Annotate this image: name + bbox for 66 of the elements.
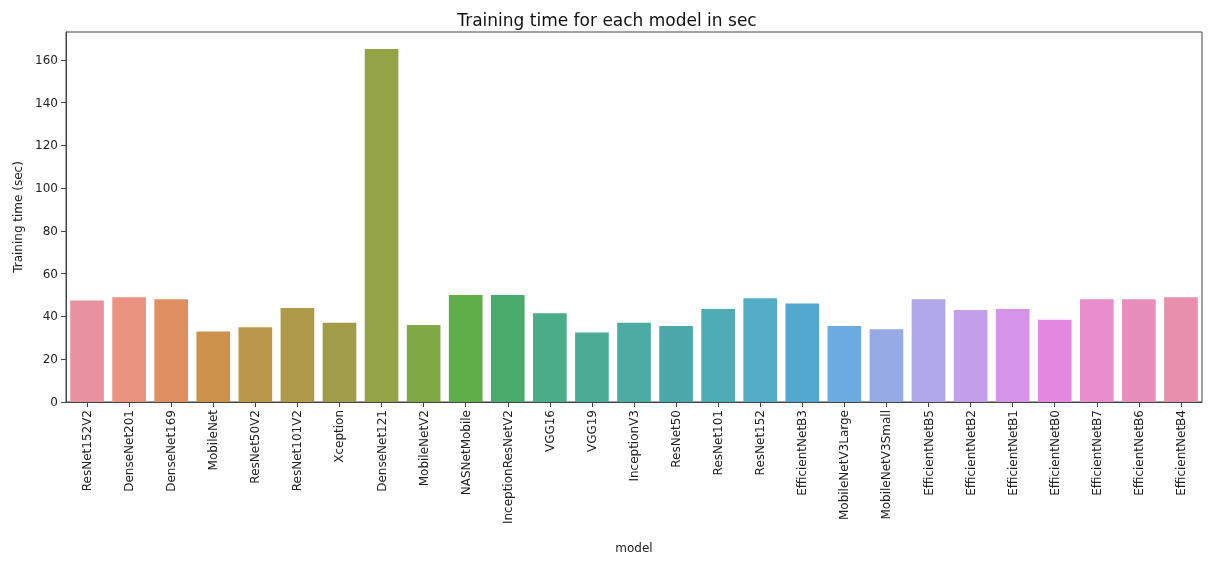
y-tick-label: 80 [42,223,58,238]
x-tick-label: ResNet152 [753,410,768,476]
x-tick-label: InceptionResNetV2 [500,410,515,525]
bar [448,295,483,402]
y-tick-label: 100 [35,181,58,196]
bar [575,332,609,402]
y-axis-title: Training time (sec) [11,161,26,274]
x-tick-label: EfficientNetB6 [1131,410,1146,496]
x-tick-label: MobileNetV3Small [879,410,894,520]
bar [322,322,357,402]
bar [1037,319,1072,402]
bar [785,303,820,402]
y-tick-label: 20 [42,352,58,367]
x-tick-label: EfficientNetB5 [921,410,936,496]
bar [280,307,315,402]
x-tick-label: EfficientNetB3 [795,410,810,496]
bar [827,326,862,402]
x-tick-label: Xception [332,410,347,463]
bar [112,297,146,402]
bar [995,308,1030,402]
x-tick-label: DenseNet169 [164,410,179,492]
x-tick-label: NASNetMobile [458,410,473,496]
x-axis-title: model [615,541,653,555]
x-tick-label: ResNet50V2 [248,410,263,484]
bar [238,327,273,402]
bar [490,295,525,402]
bar [1122,299,1156,402]
bar [406,325,441,402]
y-tick-label: 140 [35,95,58,110]
bar [953,310,988,402]
x-tick-label: EfficientNetB0 [1047,410,1062,496]
y-tick-label: 0 [50,395,58,409]
x-tick-label: MobileNet [206,409,221,471]
x-tick-label: ResNet101 [711,410,726,476]
x-tick-label: InceptionV3 [627,410,641,482]
x-tick-label: EfficientNetB1 [1005,410,1020,496]
bar [154,299,189,402]
x-tick-label: ResNet50 [669,410,684,468]
y-tick-label: 120 [35,138,58,153]
bar [70,300,104,402]
bar [533,313,567,402]
chart-title: Training time for each model in sec [456,9,757,30]
bar [911,299,946,402]
x-tick-label: MobileNetV2 [416,410,431,487]
bar [659,326,693,402]
x-tick-label: MobileNetV3Large [837,410,852,521]
x-tick-label: EfficientNetB7 [1089,410,1104,496]
bar [1164,297,1198,402]
y-tick-label: 60 [42,266,58,281]
x-tick-label: EfficientNetB2 [963,410,978,496]
y-tick-label: 160 [35,52,58,67]
bar [1079,299,1114,402]
bar [196,331,231,402]
x-tick-label: VGG19 [584,410,599,453]
y-tick-label: 40 [42,309,58,324]
x-tick-label: EfficientNetB4 [1173,410,1188,496]
bar [701,308,735,402]
x-tick-label: DenseNet201 [122,410,137,492]
x-tick-label: VGG16 [542,410,557,453]
bar [364,49,399,402]
x-tick-label: ResNet101V2 [290,410,305,492]
bar [743,298,778,402]
x-tick-label: ResNet152V2 [80,410,95,492]
x-tick-label: DenseNet121 [374,410,389,492]
bar [869,329,904,402]
bar [617,322,651,402]
